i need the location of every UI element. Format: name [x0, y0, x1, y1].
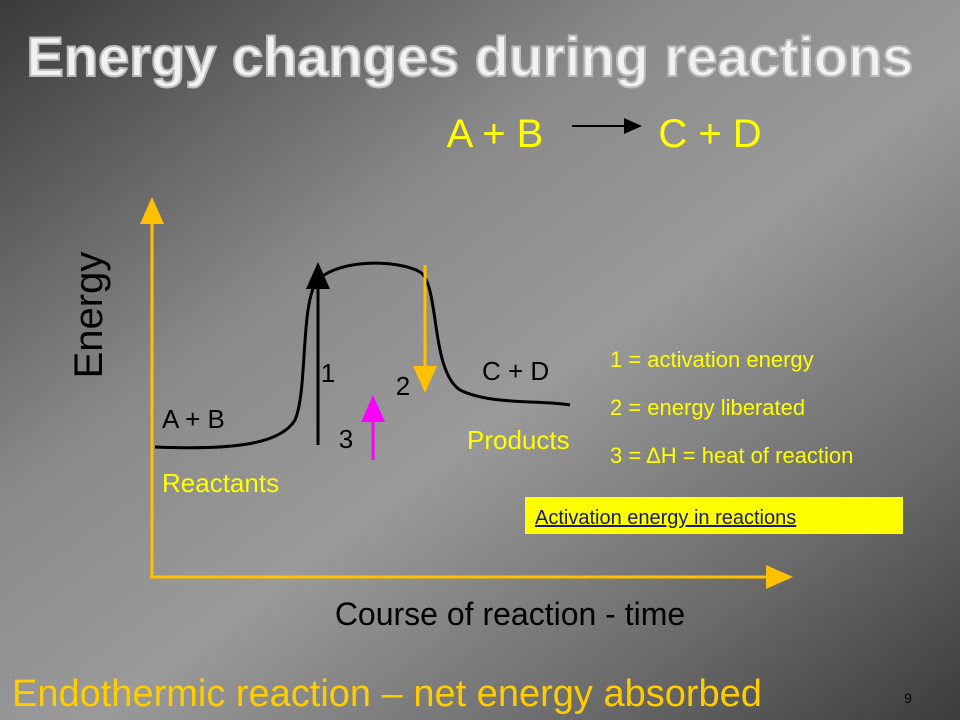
arrow-1-label: 1	[321, 358, 335, 388]
legend-item: 3 = ΔH = heat of reaction	[610, 443, 853, 468]
equation-left: A + B	[447, 112, 544, 156]
link-box[interactable]: Activation energy in reactions	[525, 497, 903, 534]
arrow-3-label: 3	[339, 424, 353, 454]
products-formula: C + D	[482, 356, 549, 386]
energy-curve	[154, 261, 571, 450]
title: Energy changes during reactions	[27, 25, 914, 88]
arrow-2-label: 2	[396, 371, 410, 401]
reactants-formula: A + B	[162, 404, 225, 434]
page-number: 9	[904, 690, 912, 706]
y-axis-label: Energy	[67, 252, 111, 379]
footer: Endothermic reaction – net energy absorb…	[12, 673, 762, 715]
products-label: Products	[467, 425, 570, 455]
equation-right: C + D	[658, 112, 761, 156]
reactants-label: Reactants	[162, 468, 279, 498]
legend-item: 1 = activation energy	[610, 347, 814, 372]
link[interactable]: Activation energy in reactions	[535, 507, 796, 529]
x-axis-label: Course of reaction - time	[335, 596, 685, 632]
link-background	[525, 497, 903, 534]
legend-item: 2 = energy liberated	[610, 395, 805, 420]
